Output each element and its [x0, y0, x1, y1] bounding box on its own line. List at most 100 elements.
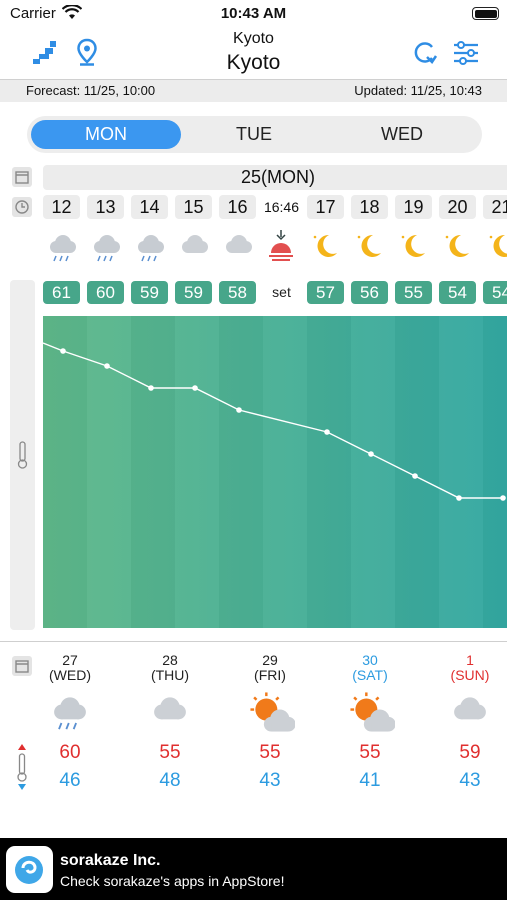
daily-low: 48: [159, 770, 181, 791]
hourly-temp: 57: [307, 281, 344, 304]
hourly-temp: 59: [175, 281, 212, 304]
rain-cloud-icon: [94, 235, 120, 262]
daily-date: 28 (THU): [130, 653, 210, 683]
temperature-point: [324, 429, 330, 435]
rain-cloud-icon: [138, 235, 164, 262]
ad-title: sorakaze Inc.: [60, 852, 161, 869]
chart-band: [131, 316, 175, 628]
daily-high: 55: [259, 742, 281, 763]
moon-icon: [489, 234, 507, 257]
chart-side-strip: [10, 280, 35, 630]
hour-cell: 17: [307, 195, 344, 219]
japan-map-icon[interactable]: [30, 38, 60, 68]
weekday: (SAT): [352, 667, 388, 683]
daily-low: 43: [259, 770, 281, 791]
chart-band: [87, 316, 131, 628]
temperature-point: [236, 407, 242, 413]
section-divider: [0, 641, 507, 642]
weekday: (SUN): [450, 667, 490, 683]
hour-cell: 18: [351, 195, 388, 219]
chart-band: [439, 316, 483, 628]
weekday: (THU): [150, 667, 190, 683]
daily-high: 55: [359, 742, 381, 763]
hour-cell: 16:46: [263, 199, 300, 215]
moon-icon: [445, 234, 469, 257]
cloud-icon: [226, 235, 252, 253]
hourly-temp: 58: [219, 281, 256, 304]
tab-tue[interactable]: TUE: [236, 124, 272, 144]
daily-low: 46: [59, 770, 81, 791]
temperature-point: [104, 363, 110, 369]
daily-high: 55: [159, 742, 181, 763]
hour-cell: 13: [87, 195, 124, 219]
page-title: Kyoto: [226, 51, 281, 74]
day-number: 28: [162, 652, 178, 668]
clock-icon: [12, 197, 32, 217]
day-number: 29: [262, 652, 278, 668]
settings-sliders-icon[interactable]: [451, 38, 481, 68]
forecast-time: Forecast: 11/25, 10:00: [26, 83, 156, 98]
carrier-label: Carrier: [10, 5, 56, 22]
hourly-temp: 55: [395, 281, 432, 304]
moon-icon: [401, 234, 425, 257]
tab-wed[interactable]: WED: [381, 124, 423, 144]
temperature-point: [456, 495, 462, 501]
calendar-icon: [12, 167, 32, 187]
hour-cell: 16: [219, 195, 256, 219]
daily-low: 43: [459, 770, 481, 791]
hourly-temp: 54: [483, 281, 507, 304]
hour-cell: 21: [483, 195, 507, 219]
chart-band: [219, 316, 263, 628]
chart-band: [263, 316, 307, 628]
daily-date: 1 (SUN): [430, 653, 507, 683]
chart-band: [395, 316, 439, 628]
wifi-icon: [62, 5, 82, 19]
weekday: (FRI): [254, 667, 286, 683]
chart-band: [43, 316, 87, 628]
tab-mon[interactable]: MON: [31, 120, 181, 149]
header-divider: [0, 79, 507, 80]
sun-cloud-icon: [250, 692, 295, 732]
info-bar: Forecast: 11/25, 10:00 Updated: 11/25, 1…: [0, 80, 507, 102]
temperature-point: [412, 473, 418, 479]
day-tabs: MON TUE WED: [27, 116, 482, 153]
chart-band: [351, 316, 395, 628]
hour-cell: 12: [43, 195, 80, 219]
moon-icon: [313, 234, 337, 257]
hourly-temp: 60: [87, 281, 124, 304]
hour-cell: 14: [131, 195, 168, 219]
sunset-icon: [269, 230, 293, 261]
battery-icon: [472, 7, 499, 20]
day-number: 27: [62, 652, 78, 668]
hour-cell: 19: [395, 195, 432, 219]
daily-date: 30 (SAT): [330, 653, 410, 683]
clock: 10:43 AM: [220, 5, 287, 22]
day-number: 1: [466, 652, 474, 668]
hourly-temp: 59: [131, 281, 168, 304]
hour-cell: 20: [439, 195, 476, 219]
temperature-point: [500, 495, 506, 501]
refresh-icon[interactable]: [410, 38, 440, 68]
updated-time: Updated: 11/25, 10:43: [354, 83, 482, 98]
ad-banner[interactable]: sorakaze Inc. Check sorakaze's apps in A…: [0, 838, 507, 900]
cloud-icon: [182, 235, 208, 253]
temperature-point: [192, 385, 198, 391]
sunset-label: set: [272, 284, 291, 300]
temperature-point: [368, 451, 374, 457]
daily-high: 59: [459, 742, 481, 763]
temperature-point: [148, 385, 154, 391]
hour-cell: 15: [175, 195, 212, 219]
chart-band: [307, 316, 351, 628]
thermometer-icon: [17, 441, 28, 469]
hourly-temp: 54: [439, 281, 476, 304]
sun-cloud-icon: [350, 692, 395, 732]
ad-logo-icon: [6, 846, 53, 893]
day-number: 30: [362, 652, 378, 668]
daily-date: 29 (FRI): [230, 653, 310, 683]
rain-cloud-icon: [50, 235, 76, 262]
temperature-chart: [43, 316, 507, 628]
location-pin-icon[interactable]: [72, 37, 102, 67]
cloud-icon: [154, 697, 186, 720]
temperature-point: [60, 348, 66, 354]
daily-low: 41: [359, 770, 381, 791]
